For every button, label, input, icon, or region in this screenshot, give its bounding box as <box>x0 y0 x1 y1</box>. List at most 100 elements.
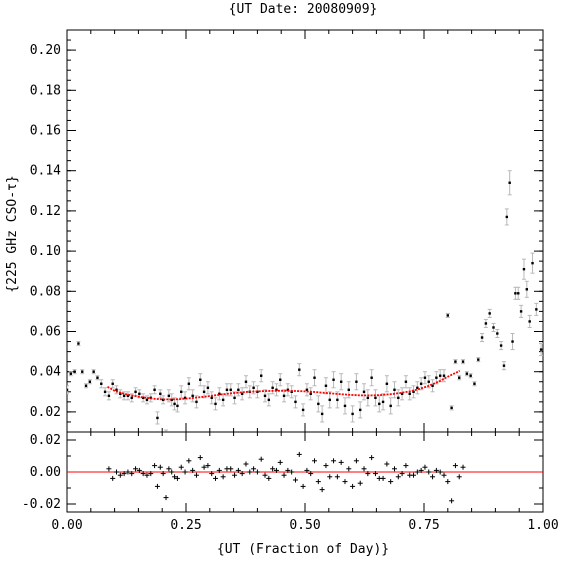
data-point <box>298 368 301 371</box>
data-point <box>389 404 392 408</box>
data-point <box>419 382 423 385</box>
data-point <box>165 433 167 435</box>
data-point <box>309 392 312 396</box>
data-point <box>115 388 118 391</box>
data-point <box>477 358 480 361</box>
data-point <box>397 396 400 400</box>
data-point <box>461 360 465 363</box>
y-tick-label: 0.12 <box>30 204 61 219</box>
data-point <box>408 392 411 396</box>
data-point <box>336 398 339 402</box>
x-tick-label: 0.75 <box>408 518 439 533</box>
data-point <box>88 380 92 383</box>
data-point <box>539 348 543 351</box>
data-point <box>195 400 198 404</box>
data-point <box>431 384 434 387</box>
data-point <box>170 398 173 402</box>
data-point <box>320 412 324 416</box>
data-point <box>469 374 472 377</box>
data-point <box>210 396 213 400</box>
data-point <box>378 402 381 406</box>
fit-curve <box>107 369 461 401</box>
data-point <box>339 380 343 383</box>
x-axis-label: {UT (Fraction of Day)} <box>217 542 389 557</box>
data-point <box>156 416 159 420</box>
data-point <box>381 400 385 404</box>
data-point <box>130 396 133 400</box>
data-point <box>84 384 88 387</box>
data-point <box>240 392 244 396</box>
data-point <box>423 376 427 379</box>
data-point <box>412 390 415 393</box>
y-tick-label: 0.14 <box>30 164 61 179</box>
data-point <box>366 396 370 400</box>
data-point <box>385 382 389 385</box>
data-point <box>351 412 354 416</box>
data-point <box>517 292 520 295</box>
data-point <box>514 292 517 295</box>
data-point <box>362 390 366 393</box>
data-point <box>400 392 404 396</box>
data-point <box>435 376 438 379</box>
chart-title: {UT Date: 20080909} <box>229 2 378 17</box>
data-point <box>294 400 297 404</box>
data-point <box>328 398 331 402</box>
data-point <box>260 374 263 377</box>
data-point <box>499 344 503 347</box>
top-panel: 0.02 0.04 0.06 0.08 0.10 0.12 0.14 0.16 0.18 0.20 <box>30 29 544 435</box>
data-point <box>187 382 191 385</box>
data-point <box>535 308 538 311</box>
data-point <box>370 376 373 379</box>
y-tick-label: 0.08 <box>30 284 61 299</box>
data-points <box>67 170 543 435</box>
y-tick-label: 0.10 <box>30 244 61 259</box>
data-point <box>180 390 183 393</box>
data-point <box>271 386 274 389</box>
data-point <box>473 382 476 385</box>
data-point <box>107 394 111 398</box>
data-point <box>393 388 396 391</box>
data-point <box>279 378 282 381</box>
data-point <box>225 388 229 391</box>
data-point <box>511 340 514 343</box>
data-point <box>221 398 225 402</box>
data-point <box>81 370 84 373</box>
data-point <box>167 394 171 398</box>
data-point <box>528 320 531 323</box>
data-point <box>96 376 99 379</box>
data-point <box>263 394 267 398</box>
data-point <box>519 310 523 313</box>
data-point <box>145 398 149 402</box>
data-point <box>176 404 179 408</box>
x-tick-label: 0.50 <box>289 518 320 533</box>
data-point <box>202 390 206 393</box>
data-point <box>355 380 358 383</box>
y-tick-label: 0.06 <box>30 325 61 340</box>
data-point <box>122 394 126 398</box>
data-point <box>267 398 271 402</box>
data-point <box>496 332 499 335</box>
data-point <box>488 312 491 315</box>
residual-panel: 0.00 0.25 0.50 0.75 1.00 0.02 0.00 -0.02 <box>22 431 559 533</box>
data-point <box>141 396 145 400</box>
data-point <box>359 408 362 412</box>
data-point <box>244 380 248 383</box>
data-point <box>458 376 461 379</box>
x-tick-label: 1.00 <box>527 518 558 533</box>
data-point <box>229 388 232 391</box>
y-tick-label: 0.02 <box>30 405 61 420</box>
data-point <box>206 386 210 389</box>
data-point <box>450 406 453 410</box>
data-point <box>282 394 286 398</box>
data-point <box>505 215 509 219</box>
data-point <box>347 388 350 391</box>
data-point <box>92 370 95 373</box>
x-tick-label: 0.25 <box>170 518 201 533</box>
data-point <box>522 267 526 271</box>
data-point <box>126 394 130 398</box>
data-point <box>73 370 76 373</box>
y-tick-label: 0.18 <box>30 83 61 98</box>
data-point <box>159 392 162 396</box>
data-point <box>438 374 442 377</box>
data-point <box>100 382 103 385</box>
